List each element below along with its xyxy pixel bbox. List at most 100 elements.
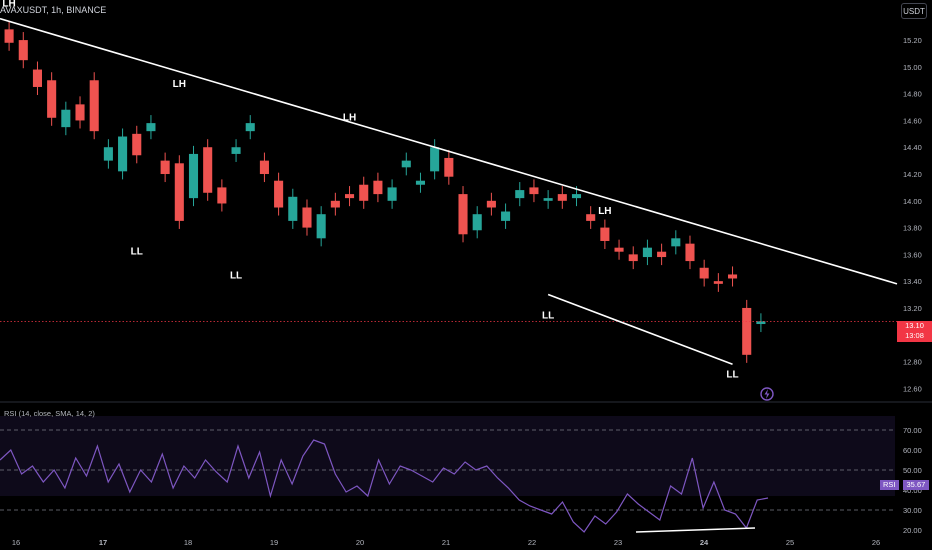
candle-body[interactable] — [118, 136, 128, 172]
candle-body[interactable] — [316, 214, 326, 239]
candle-body[interactable] — [486, 200, 496, 208]
currency-button[interactable]: USDT — [901, 3, 927, 19]
annotation-label: LL — [131, 246, 143, 257]
time-tick-label: 16 — [12, 538, 20, 547]
candle-body[interactable] — [174, 163, 184, 221]
candle-body[interactable] — [685, 243, 695, 262]
time-tick-label: 23 — [614, 538, 622, 547]
candle-body[interactable] — [259, 160, 269, 175]
price-tick-label: 13.80 — [903, 224, 922, 233]
candle-body[interactable] — [458, 194, 468, 235]
candle-body[interactable] — [146, 123, 156, 132]
candle-body[interactable] — [600, 227, 610, 241]
rsi-band-fill — [0, 416, 895, 496]
trendline[interactable] — [547, 293, 733, 365]
price-tick-label: 14.00 — [903, 197, 922, 206]
lightning-icon[interactable] — [760, 387, 774, 401]
candle-body[interactable] — [614, 247, 624, 252]
annotation-label: LH — [2, 0, 15, 10]
candle-body[interactable] — [302, 207, 312, 228]
candle-body[interactable] — [75, 104, 85, 121]
price-tick-label: 14.60 — [903, 116, 922, 125]
candle-body[interactable] — [288, 196, 298, 221]
time-tick-label: 21 — [442, 538, 450, 547]
price-tick-label: 13.20 — [903, 304, 922, 313]
candle-body[interactable] — [727, 274, 738, 279]
rsi-divergence-line[interactable] — [635, 527, 756, 533]
candle-body[interactable] — [586, 214, 596, 221]
candle-body[interactable] — [132, 133, 142, 156]
rsi-line[interactable] — [0, 439, 769, 533]
time-tick-label: 24 — [700, 538, 709, 547]
annotation-label: LH — [343, 112, 356, 123]
candle-body[interactable] — [344, 194, 355, 199]
candle-body[interactable] — [415, 180, 426, 185]
rsi-pane[interactable] — [0, 429, 895, 533]
price-tick-label: 14.20 — [903, 170, 922, 179]
candle-body[interactable] — [188, 153, 199, 199]
candle-body[interactable] — [160, 160, 170, 175]
candle-body[interactable] — [657, 251, 667, 258]
annotation-label: LL — [230, 270, 242, 281]
candle-body[interactable] — [18, 40, 28, 61]
candle-body[interactable] — [571, 194, 582, 199]
candle-body[interactable] — [103, 147, 113, 161]
candle-body[interactable] — [742, 307, 752, 355]
candle-body[interactable] — [642, 247, 652, 258]
candle-body[interactable] — [373, 180, 383, 195]
annotations: LH LH LL LL LH LL LH LL — [2, 0, 738, 381]
annotation-label: LH — [598, 206, 611, 217]
rsi-tick-label: 30.00 — [903, 506, 922, 515]
candle-body[interactable] — [699, 267, 709, 279]
time-tick-label: 26 — [872, 538, 880, 547]
candle-body[interactable] — [543, 198, 553, 201]
candle-body[interactable] — [89, 80, 99, 132]
annotation-label: LH — [173, 79, 186, 90]
last-price-badge: 13.10 13:08 — [897, 321, 932, 342]
candle-body[interactable] — [444, 157, 454, 177]
price-pane[interactable] — [0, 17, 898, 365]
candle-body[interactable] — [61, 109, 71, 128]
candle-body[interactable] — [501, 211, 511, 221]
candle-body[interactable] — [430, 147, 440, 172]
candle-body[interactable] — [217, 187, 227, 204]
candle-body[interactable] — [47, 80, 57, 118]
price-axis[interactable]: 15.20 15.00 14.80 14.60 14.40 14.20 14.00 13.80… — [903, 36, 922, 393]
time-tick-label: 25 — [786, 538, 794, 547]
rsi-indicator-label[interactable]: RSI (14, close, SMA, 14, 2) — [4, 409, 95, 418]
symbol-title[interactable]: AVAXUSDT, 1h, BINANCE — [0, 5, 107, 15]
rsi-axis[interactable]: 70.00 60.00 50.00 40.00 30.00 20.00 — [903, 426, 922, 535]
rsi-tick-label: 20.00 — [903, 526, 922, 535]
candle-body[interactable] — [756, 321, 766, 325]
candle-body[interactable] — [671, 238, 681, 247]
rsi-badge: RSI 35.67 — [880, 480, 930, 490]
candle-body[interactable] — [274, 180, 284, 208]
candle-body[interactable] — [628, 254, 638, 262]
candle-body[interactable] — [472, 214, 482, 231]
candle-body[interactable] — [529, 187, 539, 195]
candle-body[interactable] — [330, 200, 340, 208]
candle-body[interactable] — [713, 281, 723, 284]
time-tick-label: 22 — [528, 538, 536, 547]
candle-body[interactable] — [557, 194, 567, 201]
time-tick-label: 17 — [99, 538, 107, 547]
price-tick-label: 13.40 — [903, 277, 922, 286]
candle-body[interactable] — [245, 123, 255, 132]
candle-body[interactable] — [359, 184, 369, 201]
rsi-tick-label: 60.00 — [903, 446, 922, 455]
last-price-value: 13.10 — [905, 321, 924, 330]
rsi-badge-value: 35.67 — [902, 480, 930, 490]
candle-body[interactable] — [515, 190, 525, 199]
rsi-tick-label: 50.00 — [903, 466, 922, 475]
candle-body[interactable] — [203, 147, 213, 193]
candle-body[interactable] — [401, 160, 411, 168]
trendline[interactable] — [0, 17, 898, 285]
time-tick-label: 18 — [184, 538, 192, 547]
candle-body[interactable] — [4, 29, 14, 43]
annotation-label: LL — [726, 370, 738, 381]
candle-body[interactable] — [32, 69, 43, 87]
time-axis[interactable]: 16 17 18 19 20 21 22 23 24 25 26 — [12, 538, 880, 547]
candle-body[interactable] — [387, 187, 397, 201]
candle-body[interactable] — [231, 147, 241, 154]
